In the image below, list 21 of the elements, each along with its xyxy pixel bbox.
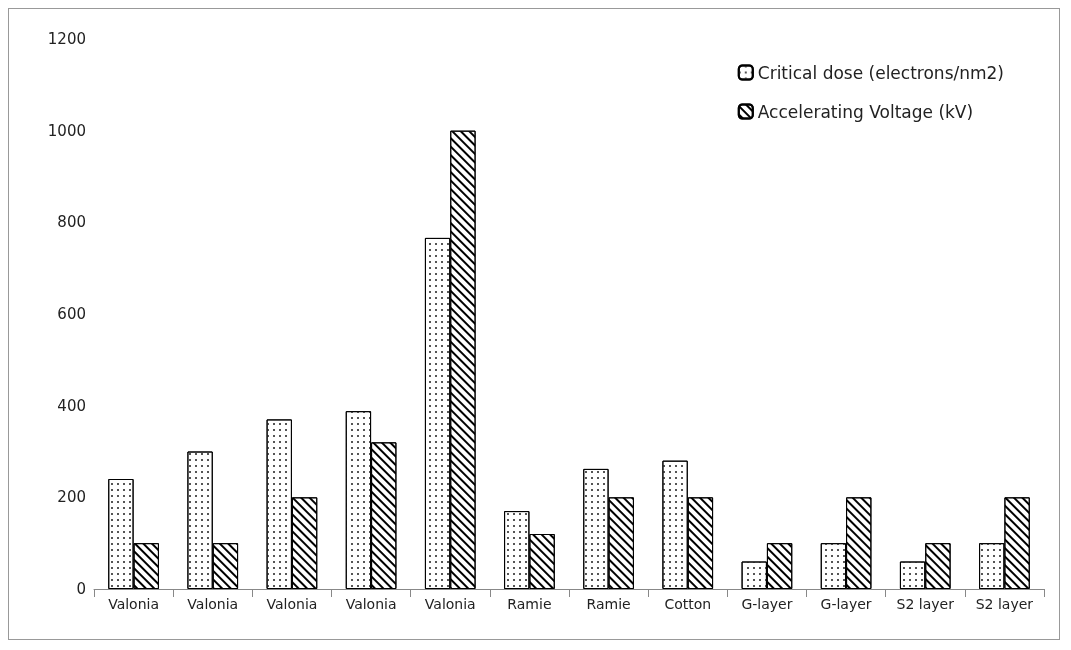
- y-tick-label: 0: [76, 580, 86, 598]
- x-tick-label: Valonia: [108, 596, 160, 612]
- y-tick-label: 600: [57, 305, 86, 323]
- x-tick-label: Valonia: [187, 596, 239, 612]
- y-tick-label: 1200: [47, 30, 86, 48]
- y-tick-label: 200: [57, 488, 86, 507]
- x-tick-label: G-layer: [741, 596, 793, 612]
- x-tick-label: Valonia: [424, 596, 476, 612]
- x-tick-label: S2 layer: [896, 596, 955, 612]
- y-tick-label: 1000: [47, 121, 86, 140]
- x-tick-label: Ramie: [586, 596, 631, 612]
- x-tick-label: Cotton: [664, 596, 712, 612]
- x-tick-label: Valonia: [266, 596, 318, 612]
- legend-label: Accelerating Voltage (kV): [757, 101, 974, 122]
- x-tick-label: Valonia: [345, 596, 397, 612]
- y-tick-label: 800: [57, 213, 86, 232]
- x-tick-label: Ramie: [507, 596, 552, 612]
- x-tick-label: G-layer: [820, 596, 872, 612]
- y-tick-label: 400: [57, 396, 86, 415]
- legend-label: Critical dose (electrons/nm2): [757, 62, 1004, 83]
- x-tick-label: S2 layer: [975, 596, 1034, 612]
